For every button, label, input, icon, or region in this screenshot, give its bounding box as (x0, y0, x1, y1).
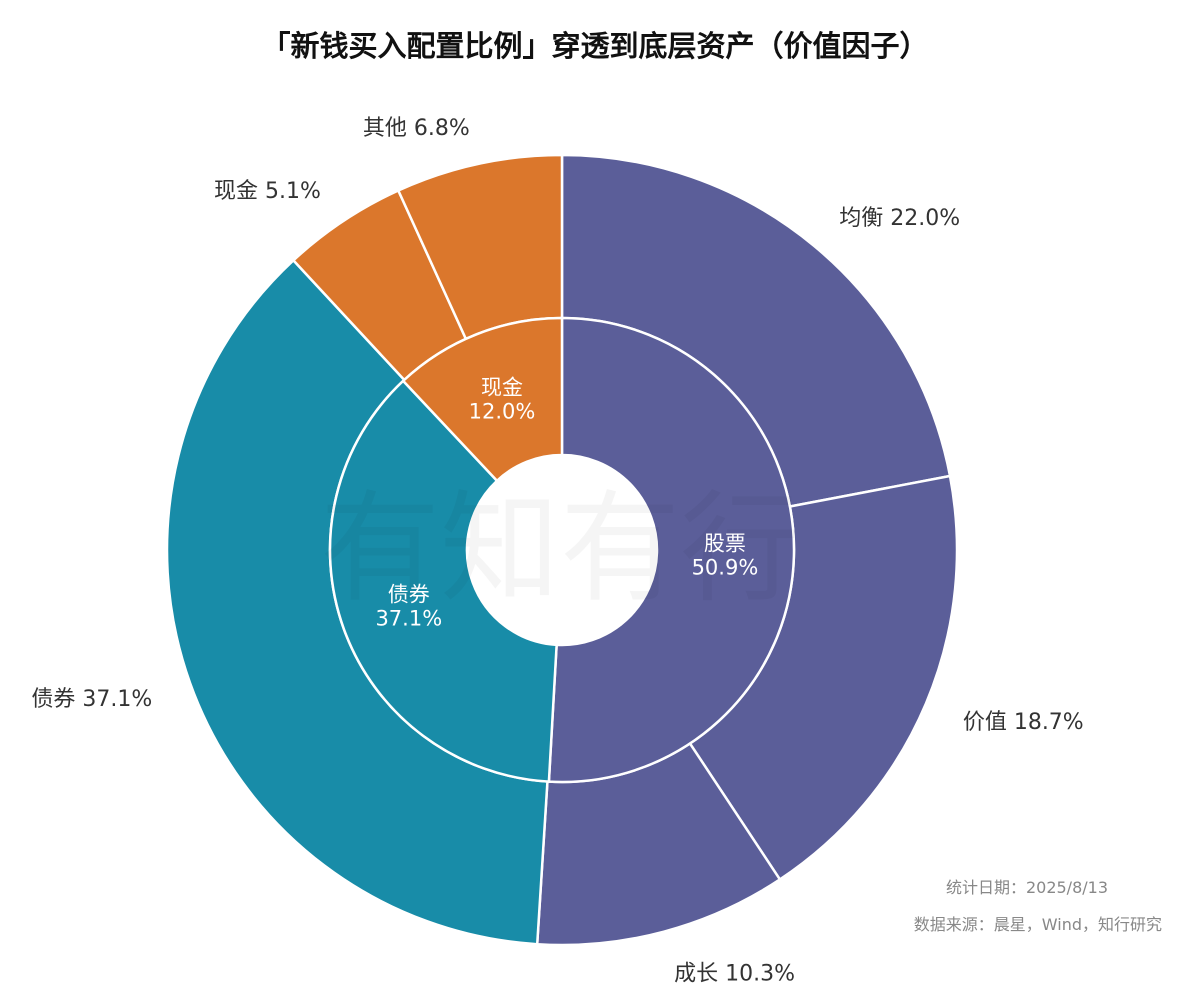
outer-label-2: 成长 10.3% (674, 961, 795, 986)
stat-date: 统计日期：2025/8/13 (946, 878, 1108, 897)
chart-title: 「新钱买入配置比例」穿透到底层资产（价值因子） (261, 29, 928, 63)
inner-slice-2 (401, 316, 564, 483)
outer-ring (165, 153, 959, 947)
inner-ring (328, 316, 796, 784)
inner-label-name-1: 债券 (388, 583, 430, 607)
inner-slice-0 (547, 316, 796, 784)
inner-label-value-1: 37.1% (375, 607, 442, 631)
inner-label-name-2: 现金 (481, 375, 523, 399)
outer-label-5: 其他 6.8% (363, 116, 470, 141)
outer-label-1: 价值 18.7% (963, 710, 1084, 735)
outer-label-4: 现金 5.1% (214, 179, 321, 204)
inner-label-value-0: 50.9% (692, 556, 759, 580)
inner-slice-1 (328, 379, 558, 783)
labels: 均衡 22.0% 价值 18.7% 成长 10.3% 债券 37.1% 现金 5.1% 其… (31, 116, 1083, 986)
outer-label-3: 债券 37.1% (31, 687, 152, 712)
data-source: 数据来源：晨星，Wind，知行研究 (914, 915, 1162, 934)
inner-label-value-2: 12.0% (469, 399, 536, 423)
outer-label-0: 均衡 22.0% (839, 206, 960, 231)
inner-label-name-0: 股票 (704, 532, 746, 556)
